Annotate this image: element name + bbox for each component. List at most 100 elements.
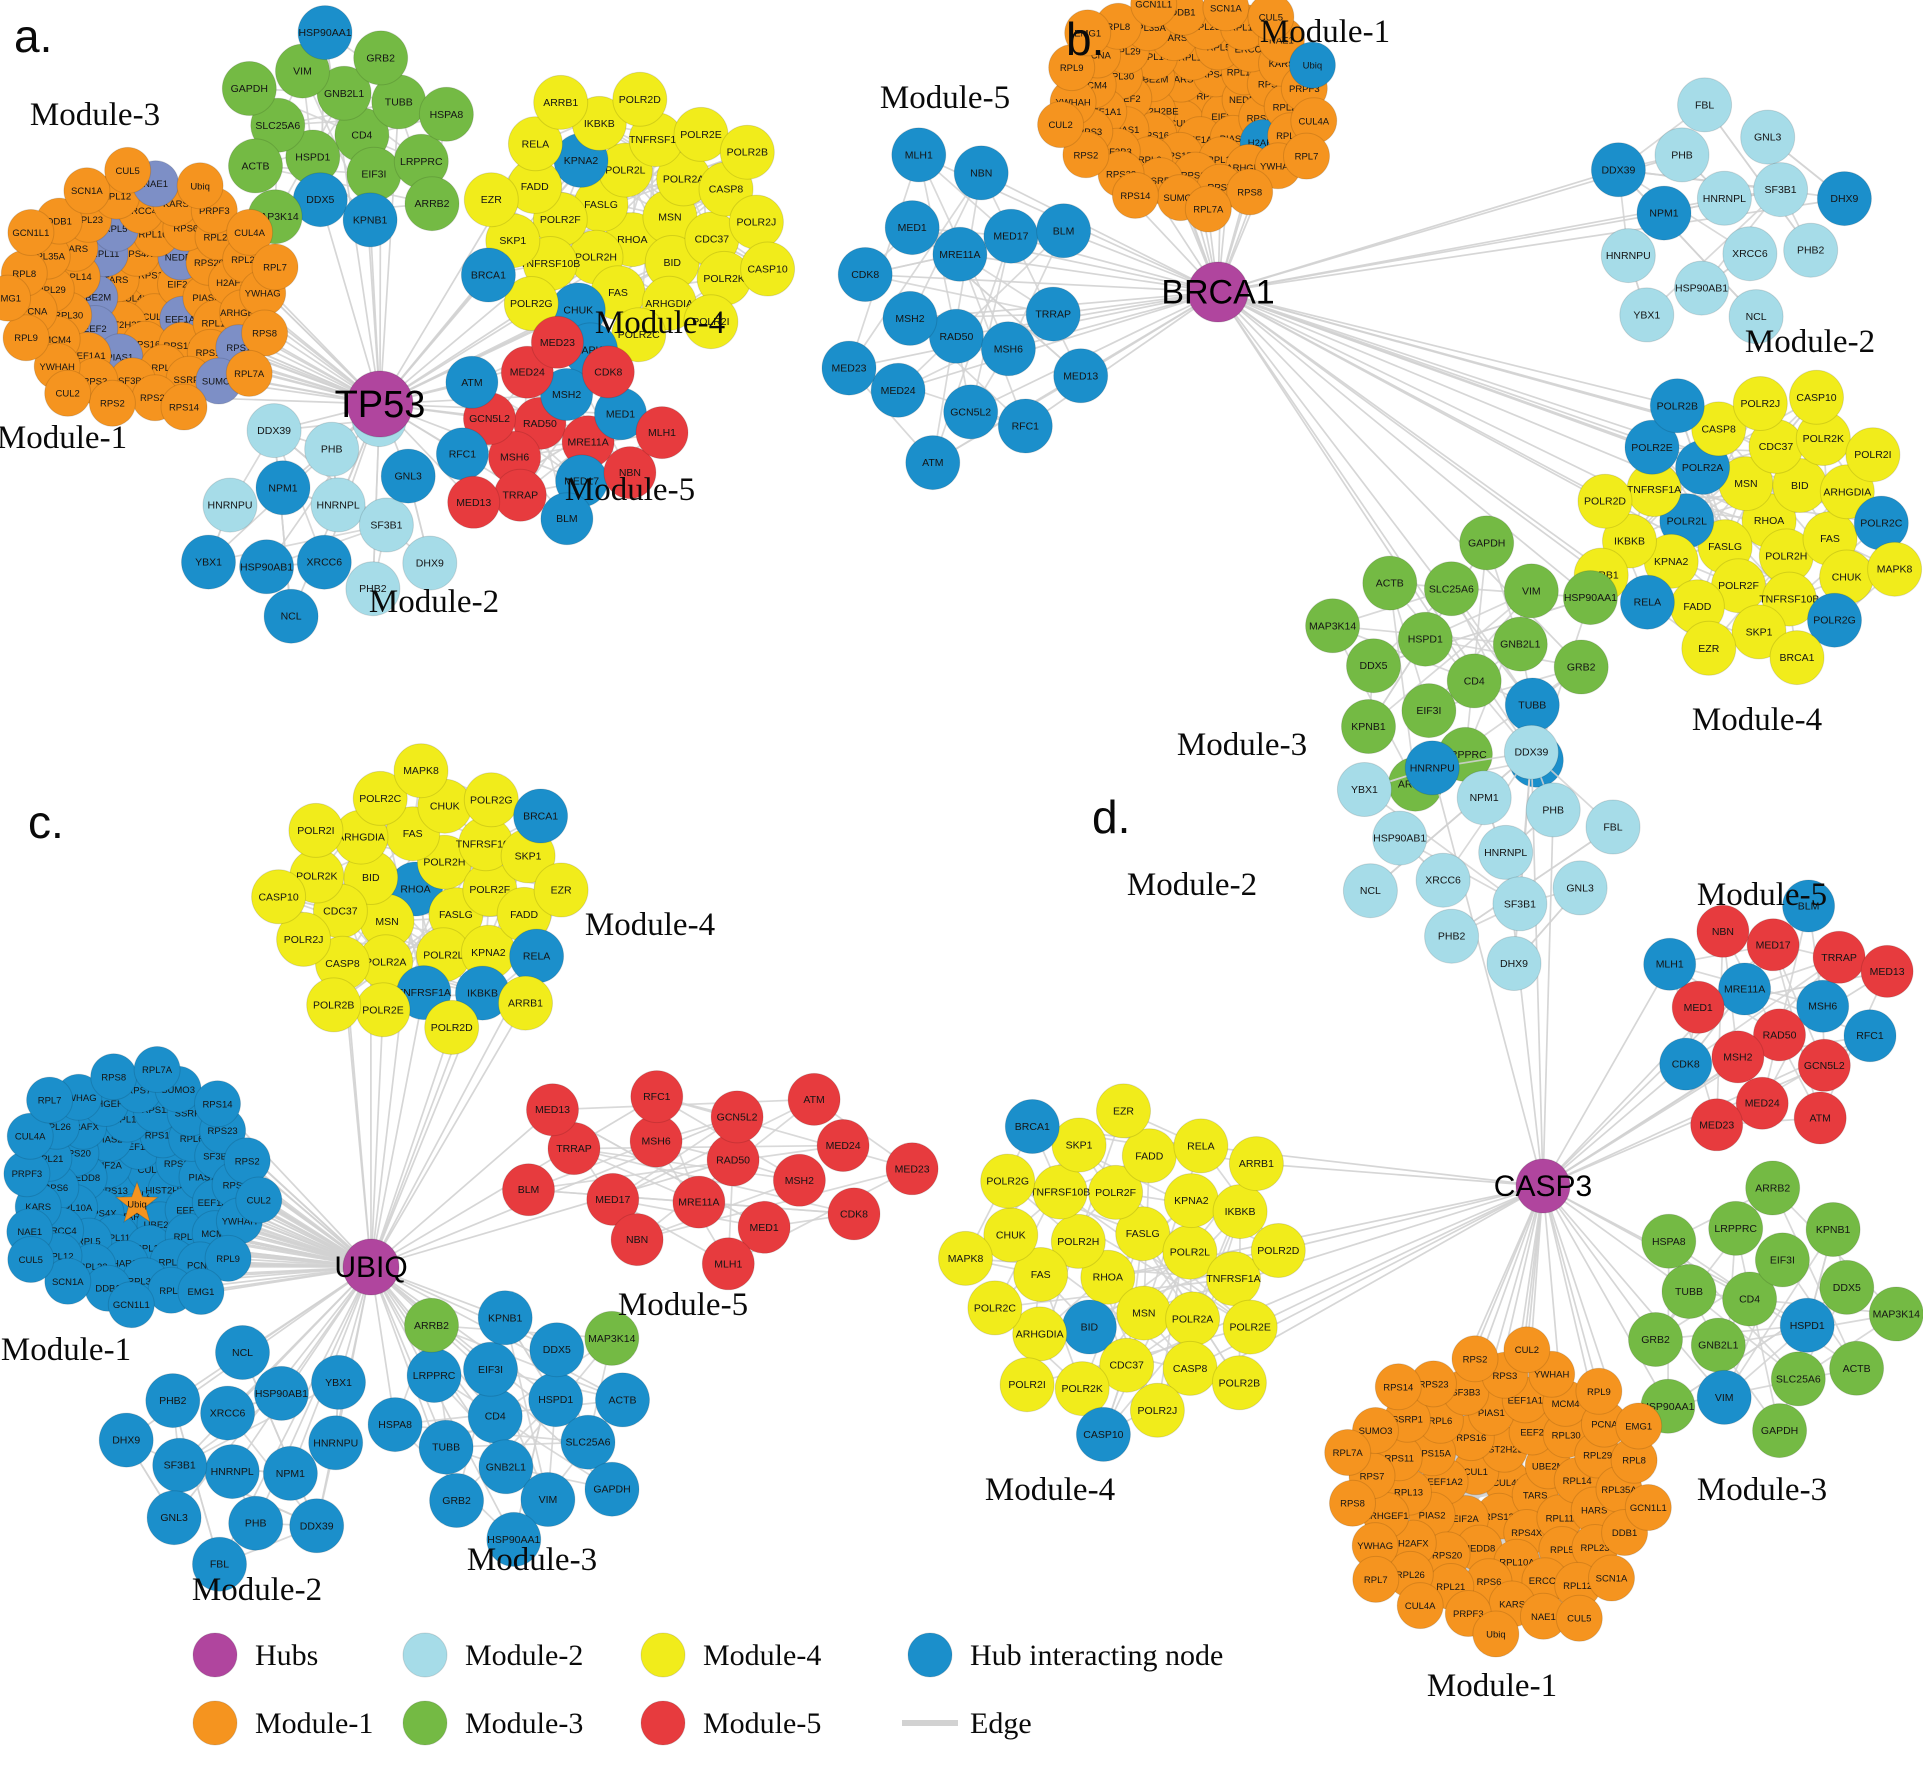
- node-d-VIM[interactable]: [1696, 1369, 1752, 1425]
- node-a-NCL[interactable]: [263, 588, 319, 644]
- node-b-PHB[interactable]: [1654, 127, 1710, 183]
- node-c-RPL9[interactable]: [204, 1234, 252, 1282]
- node-c-MRE11A[interactable]: [672, 1175, 726, 1229]
- node-a-TRRAP[interactable]: [493, 468, 547, 522]
- node-b-HSPD1[interactable]: [1397, 611, 1453, 667]
- node-d-MED13[interactable]: [1860, 944, 1914, 998]
- node-d-HSPD1[interactable]: [1779, 1297, 1835, 1353]
- node-b-GCN1L1[interactable]: [1130, 0, 1178, 28]
- node-d-PHB2[interactable]: [1424, 908, 1480, 964]
- node-d-POLR2A[interactable]: [1165, 1291, 1221, 1347]
- node-c-ARRB1[interactable]: [498, 975, 553, 1031]
- node-b-CUL5[interactable]: [1247, 0, 1295, 41]
- node-d-BLM[interactable]: [1782, 879, 1836, 933]
- node-b-RPL7[interactable]: [1283, 132, 1330, 180]
- node-a-RPL7A[interactable]: [225, 349, 273, 397]
- node-c-FBL[interactable]: [192, 1536, 247, 1592]
- node-d-ARRB1[interactable]: [1228, 1136, 1284, 1192]
- node-b-MRE11A[interactable]: [932, 226, 988, 282]
- node-d-MED1[interactable]: [1671, 980, 1725, 1034]
- node-d-RPL9[interactable]: [1575, 1367, 1623, 1415]
- node-d-MAP3K14[interactable]: [1868, 1286, 1923, 1342]
- node-c-DHX9[interactable]: [98, 1412, 154, 1468]
- node-c-BRCA1[interactable]: [513, 788, 569, 844]
- node-c-MED17[interactable]: [586, 1172, 640, 1226]
- node-b-POLR2C[interactable]: [1853, 495, 1909, 551]
- node-d-FBL[interactable]: [1585, 799, 1641, 855]
- node-b-BRCA1[interactable]: [1769, 630, 1825, 686]
- node-c-EZR[interactable]: [533, 862, 589, 918]
- node-a-HSP90AB1[interactable]: [239, 539, 295, 595]
- node-a-RPL9[interactable]: [2, 314, 50, 362]
- node-c-GRB2[interactable]: [429, 1473, 485, 1528]
- node-d-RELA[interactable]: [1173, 1118, 1229, 1174]
- node-a-GNL3[interactable]: [380, 448, 436, 504]
- node-c-RPL7A[interactable]: [133, 1046, 181, 1093]
- node-b-CASP8[interactable]: [1691, 401, 1747, 457]
- node-c-GAPDH[interactable]: [584, 1461, 640, 1517]
- node-a-POLR2J[interactable]: [728, 194, 784, 250]
- node-a-POLR2G[interactable]: [503, 276, 559, 331]
- node-b-HNRNPU[interactable]: [1600, 228, 1656, 284]
- node-d-KPNA2[interactable]: [1163, 1173, 1219, 1229]
- node-b-NCL[interactable]: [1728, 289, 1784, 345]
- node-d-YBX1[interactable]: [1336, 762, 1392, 817]
- node-b-DDX39[interactable]: [1590, 142, 1646, 198]
- node-b-MLH1[interactable]: [891, 127, 947, 183]
- node-b-ACTB[interactable]: [1362, 555, 1418, 611]
- node-d-MAPK8[interactable]: [938, 1230, 993, 1286]
- node-b-GRB2[interactable]: [1553, 639, 1609, 695]
- node-b-CDK8[interactable]: [837, 247, 893, 302]
- node-a-SF3B1[interactable]: [358, 497, 414, 553]
- node-a-MLH1[interactable]: [635, 406, 689, 460]
- node-a-PHB2[interactable]: [345, 561, 401, 617]
- node-c-TUBB[interactable]: [418, 1419, 474, 1475]
- node-c-RELA[interactable]: [509, 928, 565, 984]
- node-b-POLR2B[interactable]: [1649, 378, 1705, 434]
- node-c-HSPA8[interactable]: [367, 1397, 423, 1453]
- node-a-SCN1A[interactable]: [63, 167, 111, 215]
- node-a-HSPA8[interactable]: [418, 86, 474, 142]
- node-c-RPL7[interactable]: [26, 1076, 74, 1124]
- node-d-EZR[interactable]: [1096, 1083, 1151, 1139]
- node-b-MED23[interactable]: [821, 340, 877, 396]
- node-b-TRRAP[interactable]: [1025, 286, 1081, 342]
- node-b-CD4[interactable]: [1446, 653, 1502, 709]
- node-b-HNRNPL[interactable]: [1696, 170, 1752, 226]
- node-d-CDK8[interactable]: [1659, 1037, 1713, 1091]
- node-d-RHOA[interactable]: [1080, 1249, 1136, 1305]
- node-b-BLM[interactable]: [1036, 203, 1092, 259]
- node-d-POLR2E[interactable]: [1222, 1299, 1278, 1355]
- node-a-Ubiq[interactable]: [176, 162, 224, 210]
- node-b-MSH2[interactable]: [882, 290, 938, 346]
- node-d-TNFRSF10B[interactable]: [1032, 1164, 1088, 1220]
- node-c-DDX5[interactable]: [529, 1322, 585, 1378]
- node-d-GAPDH[interactable]: [1752, 1403, 1808, 1459]
- node-c-LRPPRC[interactable]: [406, 1348, 462, 1403]
- node-a-EMG1[interactable]: [0, 274, 32, 322]
- node-d-RAD50[interactable]: [1753, 1008, 1806, 1062]
- node-a-RELA[interactable]: [507, 116, 563, 172]
- node-c-YBX1[interactable]: [311, 1354, 366, 1410]
- node-c-SLC25A6[interactable]: [560, 1414, 616, 1470]
- node-c-NBN[interactable]: [610, 1213, 664, 1267]
- node-a-RPS14[interactable]: [160, 383, 208, 431]
- node-d-FASLG[interactable]: [1115, 1206, 1171, 1262]
- node-b-RAD50[interactable]: [928, 308, 984, 364]
- node-a-POLR2I[interactable]: [683, 294, 739, 350]
- node-d-DDX39[interactable]: [1503, 724, 1559, 780]
- node-d-NCL[interactable]: [1342, 863, 1398, 919]
- node-a-GAPDH[interactable]: [221, 61, 277, 116]
- node-c-POLR2J[interactable]: [276, 911, 332, 967]
- node-d-CD4[interactable]: [1722, 1271, 1778, 1327]
- node-d-SF3B1[interactable]: [1492, 876, 1548, 932]
- node-b-SF3B1[interactable]: [1753, 162, 1809, 218]
- node-d-HSP90AB1[interactable]: [1372, 810, 1428, 866]
- node-a-ARRB2[interactable]: [404, 176, 460, 232]
- node-c-BLM[interactable]: [502, 1163, 555, 1217]
- node-d-TNFRSF1A[interactable]: [1206, 1251, 1261, 1307]
- node-d-POLR2I[interactable]: [999, 1357, 1055, 1413]
- node-d-SCN1A[interactable]: [1588, 1554, 1635, 1602]
- node-b-CASP10[interactable]: [1789, 369, 1844, 425]
- node-c-CUL2[interactable]: [235, 1176, 283, 1224]
